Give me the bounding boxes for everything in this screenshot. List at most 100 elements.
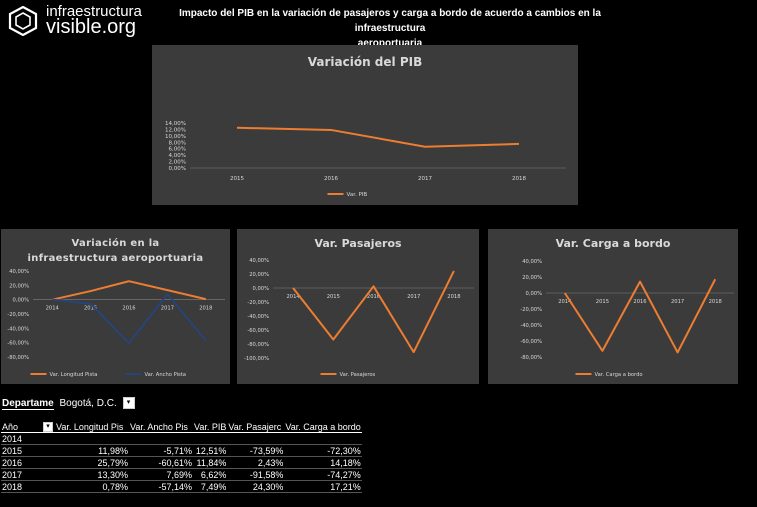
pivot-header-ancho: Var. Ancho Pis — [129, 421, 193, 433]
cell-value: -72,30% — [284, 444, 362, 457]
x-tick-label: 2018 — [512, 176, 526, 182]
table-row: 2015 11,98% -5,71% 12,51% -73,59% -72,30… — [1, 444, 362, 457]
cell-year: 2018 — [1, 480, 55, 493]
x-tick-label: 2016 — [122, 306, 135, 312]
y-tick-label: 40,00% — [249, 258, 269, 264]
cell-value: -74,27% — [284, 468, 362, 481]
filter-dropdown-icon[interactable]: ▾ — [122, 397, 135, 409]
y-tick-label: 0,00% — [13, 298, 30, 304]
chart-title-carga: Var. Carga a bordo — [555, 237, 671, 250]
y-tick-label: 8,00% — [169, 140, 186, 146]
cell-year: 2016 — [1, 456, 55, 469]
cell-year: 2017 — [1, 468, 55, 481]
legend-label: Var. Longitud Pista — [50, 372, 98, 378]
cell-value: 12,51% — [193, 444, 228, 457]
cell-year: 2014 — [1, 432, 55, 445]
x-tick-label: 2017 — [407, 294, 420, 300]
cell-value: -5,71% — [129, 444, 193, 457]
logo-line2: visible.org — [46, 16, 137, 38]
logo-line1: infraestructura — [46, 3, 142, 20]
pivot-header-carga: Var. Carga a bordo — [284, 421, 362, 433]
cell-value — [193, 432, 228, 445]
filter-value: Bogotá, D.C. — [59, 397, 117, 409]
y-tick-label: -20,00% — [7, 312, 29, 318]
y-tick-label: 10,00% — [165, 134, 186, 140]
cell-value: 2,43% — [227, 456, 285, 469]
pivot-header-year[interactable]: Año ▾ — [1, 421, 55, 433]
y-tick-label: -40,00% — [7, 326, 29, 332]
chart-panel-pib[interactable]: Variación del PIB 14,00% 12,00% 10,00% 8,00… — [152, 45, 578, 205]
x-tick-label: 2016 — [633, 299, 646, 305]
series-line — [236, 126, 520, 148]
cell-value: 17,21% — [284, 480, 362, 493]
filter-label: Departame — [2, 397, 54, 410]
y-tick-label: 20,00% — [249, 272, 269, 278]
y-tick-label: 40,00% — [522, 259, 542, 265]
y-tick-label: -60,00% — [247, 328, 269, 334]
series-line — [292, 270, 455, 354]
cell-value: 11,84% — [193, 456, 228, 469]
x-tick-label: 2017 — [161, 306, 174, 312]
chart-pasajeros: 40,00% 20,00% 0,00% -20,00% -40,00% -60,00% -8… — [244, 258, 474, 378]
cell-value — [227, 432, 285, 445]
x-tick-label: 2015 — [327, 294, 340, 300]
chart-panel-pasajeros[interactable]: Var. Pasajeros 40,00% 20,00% 0,00% -20,00% -… — [237, 229, 479, 384]
cell-value: 11,98% — [55, 444, 129, 457]
cell-value: -73,59% — [227, 444, 285, 457]
cell-value: 7,69% — [129, 468, 193, 481]
legend-label: Var. Pasajeros — [340, 372, 376, 378]
pivot-header-longitud: Var. Longitud Pis — [55, 421, 129, 433]
y-tick-label: 14,00% — [165, 121, 186, 127]
heading-line2: aeroportuaria — [357, 38, 423, 49]
y-tick-label: 0,00% — [526, 291, 543, 297]
legend-label: Var. Carga a bordo — [595, 372, 643, 378]
series-line — [51, 280, 207, 301]
y-tick-label: 6,00% — [169, 147, 186, 153]
cell-value: 14,18% — [284, 456, 362, 469]
y-tick-label: 4,00% — [169, 153, 186, 159]
series-line — [563, 278, 717, 354]
legend-label: Var. PIB — [347, 192, 368, 198]
cell-value: -91,58% — [227, 468, 285, 481]
chart-title-pasajeros: Var. Pasajeros — [314, 237, 402, 250]
logo[interactable]: infraestructura visible.org — [8, 3, 148, 40]
x-tick-label: 2015 — [230, 176, 244, 182]
y-tick-label: -40,00% — [247, 314, 269, 320]
cell-value: 0,78% — [55, 480, 129, 493]
chart-panel-infra[interactable]: Variación en la infraestructura aeroport… — [1, 229, 230, 384]
x-tick-label: 2017 — [418, 176, 432, 182]
y-tick-label: 40,00% — [9, 269, 29, 275]
y-tick-label: 0,00% — [253, 286, 270, 292]
y-tick-label: 2,00% — [169, 160, 186, 166]
x-tick-label: 2014 — [46, 306, 60, 312]
y-tick-label: -100,00% — [244, 356, 269, 362]
cell-value — [129, 432, 193, 445]
x-tick-label: 2018 — [199, 306, 212, 312]
pivot-filter: Departame Bogotá, D.C. ▾ — [2, 397, 135, 410]
table-row: 2014 — [1, 432, 362, 445]
y-tick-label: 20,00% — [522, 275, 542, 281]
y-tick-label: 20,00% — [9, 283, 29, 289]
chart-carga: 40,00% 20,00% 0,00% -20,00% -40,00% -60,00% -8… — [520, 259, 734, 378]
x-tick-label: 2014 — [286, 294, 300, 300]
x-tick-label: 2014 — [558, 299, 572, 305]
y-tick-label: -80,00% — [247, 342, 269, 348]
chart-title-pib: Variación del PIB — [307, 55, 423, 69]
y-tick-label: -20,00% — [247, 300, 269, 306]
cell-value: 13,30% — [55, 468, 129, 481]
x-tick-label: 2018 — [447, 294, 460, 300]
x-tick-label: 2015 — [84, 306, 97, 312]
x-tick-label: 2016 — [324, 176, 338, 182]
x-tick-label: 2018 — [709, 299, 722, 305]
cell-value: 25,79% — [55, 456, 129, 469]
x-tick-label: 2016 — [367, 294, 380, 300]
series-line — [52, 293, 207, 345]
chart-infra: 40,00% 20,00% 0,00% -20,00% -40,00% -60,00% -8… — [7, 269, 225, 378]
year-dropdown-icon[interactable]: ▾ — [43, 422, 53, 432]
x-tick-label: 2015 — [596, 299, 609, 305]
table-row: 2018 0,78% -57,14% 7,49% 24,30% 17,21% — [1, 480, 362, 493]
legend-label: Var. Ancho Pista — [145, 372, 186, 378]
chart-pib: 14,00%12,00%10,00%8,00%6,00%4,00%2,00%0,… — [165, 121, 566, 198]
chart-panel-carga[interactable]: Var. Carga a bordo 40,00% 20,00% 0,00% -20,… — [488, 229, 738, 384]
pivot-header-pib: Var. PIB — [193, 421, 228, 433]
